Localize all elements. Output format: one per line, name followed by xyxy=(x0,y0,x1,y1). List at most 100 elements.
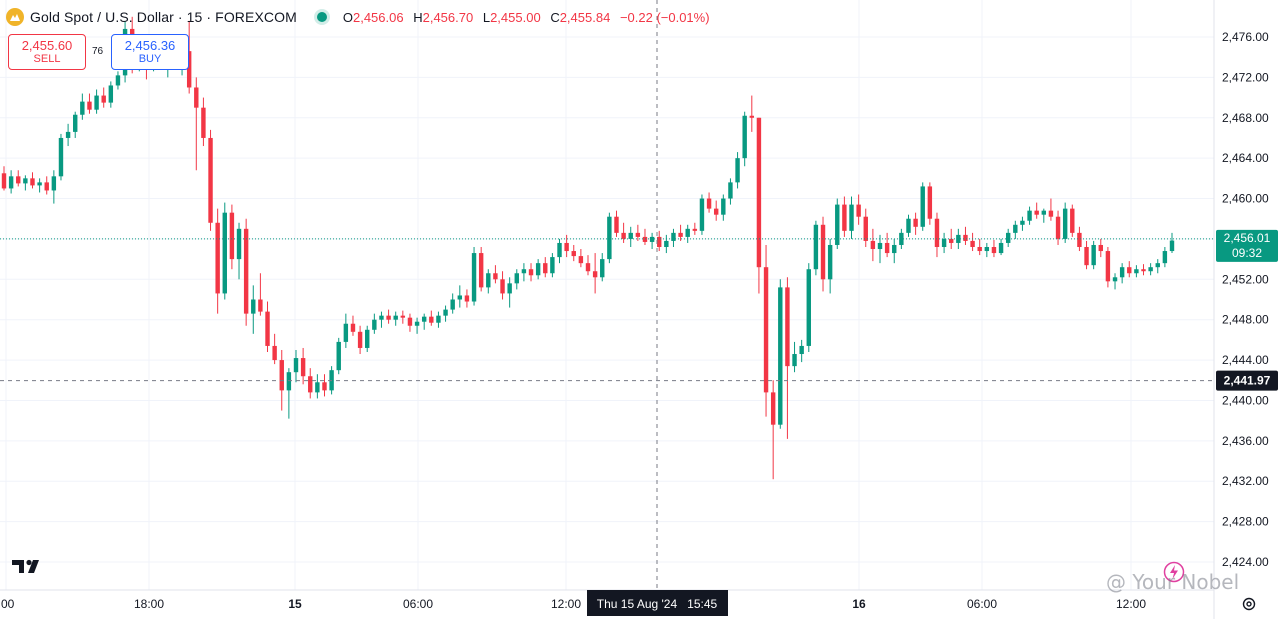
price-tick-label: 2,476.00 xyxy=(1222,30,1269,44)
candle xyxy=(258,273,263,316)
candle xyxy=(970,232,975,252)
candle xyxy=(1119,263,1125,284)
candle xyxy=(892,238,897,264)
candle xyxy=(956,228,961,250)
candle xyxy=(521,263,527,282)
price-tick-label: 2,424.00 xyxy=(1222,555,1269,569)
candle xyxy=(343,313,349,348)
candle xyxy=(664,234,669,254)
candle xyxy=(585,255,591,276)
candle xyxy=(1155,259,1160,274)
settings-gear-icon[interactable] xyxy=(1241,596,1257,612)
candle xyxy=(642,228,648,245)
candle xyxy=(429,310,434,326)
candle xyxy=(243,218,249,326)
buy-button[interactable]: 2,456.36 BUY xyxy=(111,34,189,70)
sell-label: SELL xyxy=(33,53,61,65)
sell-button[interactable]: 2,455.60 SELL xyxy=(8,34,86,70)
candle xyxy=(486,269,491,294)
candle xyxy=(251,285,256,334)
sell-price: 2,455.60 xyxy=(21,38,73,53)
candle xyxy=(963,226,968,245)
candle xyxy=(23,175,28,191)
price-axis[interactable]: 2,476.00 2,472.00 2,468.00 2,464.00 2,460.00… xyxy=(1222,30,1269,569)
price-change: −0.22 (−0.01%) xyxy=(619,9,710,25)
candle xyxy=(756,117,762,294)
candle xyxy=(58,133,64,181)
candle xyxy=(372,313,377,334)
candle xyxy=(322,374,327,397)
candle xyxy=(856,194,861,225)
candle xyxy=(721,194,726,221)
candle xyxy=(286,368,292,419)
candle xyxy=(336,337,341,375)
candle xyxy=(464,289,470,308)
candle xyxy=(941,232,947,254)
candle xyxy=(778,279,783,429)
candle xyxy=(749,95,755,132)
candle xyxy=(1169,232,1175,254)
candle xyxy=(308,368,313,399)
candle xyxy=(236,222,242,280)
time-label: 15 xyxy=(288,597,302,611)
candle xyxy=(16,170,21,187)
candle xyxy=(350,315,356,336)
candle xyxy=(671,228,676,247)
candle xyxy=(229,204,235,270)
candle xyxy=(557,238,562,264)
candle xyxy=(713,200,719,221)
candle xyxy=(578,249,584,268)
price-tick-label: 2,440.00 xyxy=(1222,393,1269,407)
lightning-icon[interactable] xyxy=(1163,561,1185,583)
candle xyxy=(685,224,690,243)
candle xyxy=(101,87,106,108)
price-tick-label: 2,428.00 xyxy=(1222,515,1269,529)
candle xyxy=(1077,226,1082,252)
time-label: 06:00 xyxy=(967,597,997,611)
svg-text:Thu 15 Aug '24 15:45: Thu 15 Aug '24 15:45 xyxy=(597,597,718,611)
candle xyxy=(300,347,306,385)
candle xyxy=(365,325,370,352)
candle xyxy=(44,176,49,195)
candle xyxy=(863,208,868,247)
time-label: 12:00 xyxy=(1116,597,1146,611)
candle xyxy=(621,222,626,243)
candle xyxy=(600,253,605,282)
crosshair-price-label: 2,441.97 xyxy=(1216,370,1278,391)
candle xyxy=(706,192,712,213)
market-status-icon[interactable] xyxy=(316,12,327,22)
candle xyxy=(115,71,121,90)
candle xyxy=(379,311,384,328)
candle xyxy=(407,313,413,332)
candle xyxy=(657,230,662,252)
candle xyxy=(799,339,804,363)
price-tick-label: 2,452.00 xyxy=(1222,272,1269,286)
candle xyxy=(186,20,192,94)
candle xyxy=(215,208,220,314)
candle xyxy=(998,238,1004,256)
candle xyxy=(763,244,769,417)
candle xyxy=(635,224,641,241)
price-tick-label: 2,472.00 xyxy=(1222,70,1269,84)
symbol-title[interactable]: Gold Spot / U.S. Dollar · 15 · FOREXCOM xyxy=(30,9,297,25)
candle xyxy=(386,309,391,324)
candle xyxy=(265,301,270,352)
candle xyxy=(1134,265,1139,278)
tradingview-logo[interactable] xyxy=(12,558,46,579)
candle xyxy=(692,222,698,235)
candle xyxy=(507,277,512,308)
candle xyxy=(30,172,35,189)
buy-label: BUY xyxy=(138,53,162,65)
candle xyxy=(1,166,7,191)
candle xyxy=(628,226,633,247)
candle xyxy=(194,77,199,171)
candle xyxy=(1162,247,1168,268)
candle xyxy=(421,313,427,330)
price-tick-label: 2,468.00 xyxy=(1222,111,1269,125)
tradingview-logo-icon xyxy=(12,559,39,573)
svg-text:2,456.01: 2,456.01 xyxy=(1224,231,1271,245)
time-axis[interactable]: :00 18:00 15 06:00 12:00 16 06:00 12:00 xyxy=(0,597,1146,611)
candle xyxy=(913,212,918,235)
candle xyxy=(315,374,320,399)
